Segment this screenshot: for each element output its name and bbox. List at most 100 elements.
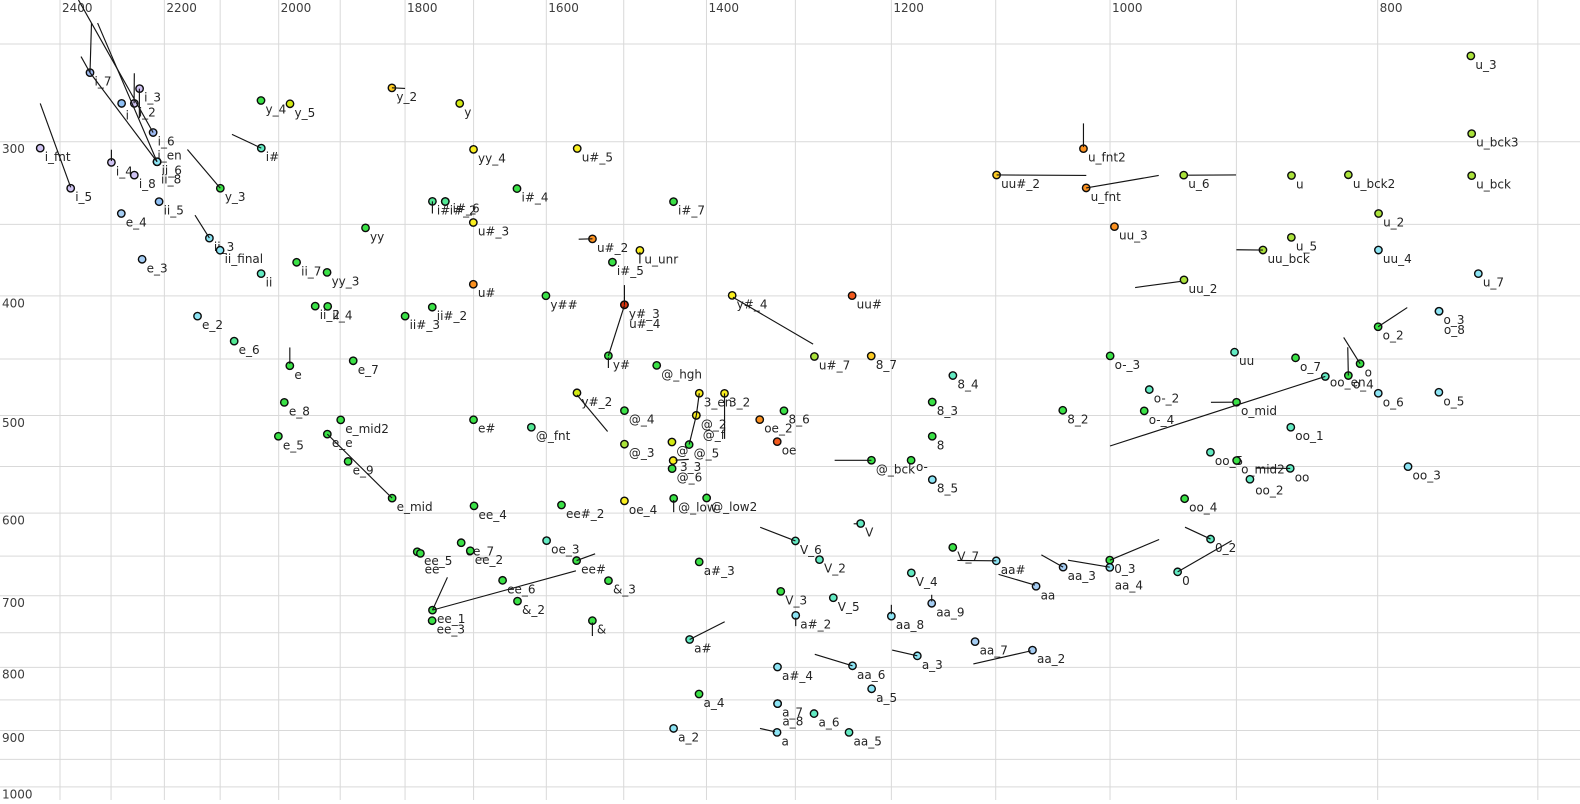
point-label-a: a: [782, 734, 789, 748]
point-yy: [362, 224, 369, 231]
point-u_7: [1475, 270, 1482, 277]
tick-label-x-2400: 2400: [62, 1, 93, 15]
point-label-u_6: u_6: [1188, 177, 1209, 191]
point-label-oo: oo: [1295, 470, 1310, 484]
point-label-o-_2: o-_2: [1154, 392, 1180, 406]
point-u_3: [1467, 52, 1474, 59]
point-label-o-_3: o-_3: [1115, 358, 1141, 372]
point-label-y_5: y_5: [295, 106, 316, 120]
point-label-uu_2: uu_2: [1188, 282, 1217, 296]
point-label-uu#: uu#: [857, 298, 882, 312]
point-label-u#_3: u#_3: [478, 224, 509, 238]
point-label-u_7: u_7: [1483, 276, 1504, 290]
point-ee_2: [467, 547, 474, 554]
point-ee: [417, 550, 424, 557]
point-label-e_3: e_3: [147, 261, 168, 275]
point-ee_6: [499, 577, 506, 584]
point-oo_4: [1181, 495, 1188, 502]
point-&_3: [605, 577, 612, 584]
point-label-@_low2: @_low2: [711, 500, 757, 514]
point-label-@_hgh: @_hgh: [661, 367, 702, 381]
point-label-ii#_2: ii#_2: [437, 309, 467, 323]
point-label-e_8: e_8: [289, 404, 310, 418]
point-label-ee_2: ee_2: [475, 553, 503, 567]
point-@_3: [621, 440, 628, 447]
point-ee_7: [457, 539, 464, 546]
point-label-o_7: o_7: [1300, 360, 1321, 374]
annotation-line-53: [1348, 347, 1349, 375]
point-label-o_4: o_4: [1353, 378, 1374, 392]
point-label-e#: e#: [478, 422, 495, 436]
point-label-oo_2: oo_2: [1255, 484, 1283, 498]
point-o_6: [1375, 390, 1382, 397]
point-aa_4: [1106, 564, 1113, 571]
point-u_bck2: [1345, 171, 1352, 178]
point-V_2: [816, 556, 823, 563]
point-label-u_bck2: u_bck2: [1353, 177, 1395, 191]
point-yy_3: [323, 269, 330, 276]
point-8_3: [929, 398, 936, 405]
point-label-u_2: u_2: [1383, 216, 1404, 230]
point-label-o_6: o_6: [1383, 395, 1404, 409]
point-label-8: 8: [937, 438, 945, 452]
point-label-u_3: u_3: [1475, 58, 1496, 72]
point-ee_4: [470, 502, 477, 509]
point-label-y_3: y_3: [225, 190, 246, 204]
point-ii_7: [293, 259, 300, 266]
point-label-a#: a#: [694, 641, 711, 655]
point-label-ee#_2: ee#_2: [566, 507, 604, 521]
point-ee_3: [428, 617, 435, 624]
point-oo_5: [1207, 449, 1214, 456]
point-V: [857, 520, 864, 527]
point-y: [456, 100, 463, 107]
point-label-y_2: y_2: [396, 90, 417, 104]
tick-label-x-1400: 1400: [708, 1, 739, 15]
point-label-aa: aa: [1041, 588, 1056, 602]
point-label-e_4: e_4: [126, 216, 147, 230]
point-@_4: [621, 407, 628, 414]
point-a_7: [774, 700, 781, 707]
tick-label-y-300: 300: [2, 142, 25, 156]
point-label-ee: ee: [425, 562, 440, 576]
point-aa: [1032, 583, 1039, 590]
point-label-e_5: e_5: [283, 438, 304, 452]
point-label-&: &: [597, 623, 606, 637]
point-label-y_4: y_4: [265, 103, 286, 117]
point-oo_3: [1404, 463, 1411, 470]
point-oe_4: [621, 497, 628, 504]
tick-label-y-900: 900: [2, 731, 25, 745]
point-label-oo_4: oo_4: [1189, 501, 1217, 515]
point-label-ii_4: ii_4: [332, 308, 352, 322]
tick-label-x-2200: 2200: [166, 1, 197, 15]
point-label-e: e: [294, 368, 301, 382]
point-e#: [470, 416, 477, 423]
point-u_5: [1288, 234, 1295, 241]
point-i_fnt: [37, 144, 44, 151]
point-label-oo_1: oo_1: [1295, 429, 1323, 443]
point-e_5: [275, 433, 282, 440]
point-label-ee#: ee#: [581, 563, 606, 577]
point-label-@_4: @_4: [629, 413, 655, 427]
point-yy_4: [470, 146, 477, 153]
point-label-ee_4: ee_4: [479, 508, 507, 522]
point-label-&_2: &_2: [522, 603, 545, 617]
tick-label-y-400: 400: [2, 296, 25, 310]
point-label-u#_5: u#_5: [582, 150, 613, 164]
point-o_5: [1435, 389, 1442, 396]
point-o-_3: [1106, 352, 1113, 359]
tick-label-x-1200: 1200: [893, 1, 924, 15]
tick-label-x-1800: 1800: [407, 1, 438, 15]
point-label-e_2: e_2: [202, 318, 223, 332]
point-label-oe_4: oe_4: [629, 503, 657, 517]
point-@_fnt: [528, 424, 535, 431]
tick-label-x-1600: 1600: [548, 1, 579, 15]
point-label-e_7: e_7: [358, 363, 379, 377]
point-@_6: [668, 465, 675, 472]
point-@_hgh: [653, 362, 660, 369]
point-label-uu_3: uu_3: [1119, 229, 1148, 243]
point-uu#: [848, 292, 855, 299]
point-i#_7: [670, 198, 677, 205]
point-label-i_3: i_3: [144, 91, 161, 105]
point-label-ii_final: ii_final: [225, 252, 264, 266]
